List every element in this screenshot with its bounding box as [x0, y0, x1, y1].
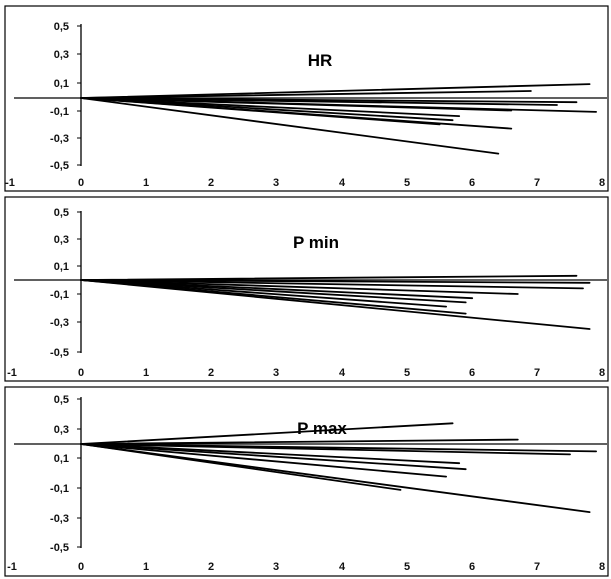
x-tick-label: 0: [78, 561, 84, 573]
y-tick-label: 0,5: [54, 394, 69, 406]
series-line-2: [80, 438, 519, 445]
y-tick-label: 0,1: [54, 453, 69, 465]
y-tick-label: -0,1: [50, 106, 69, 118]
series-lines: [80, 83, 597, 155]
y-tick-label: 0,5: [54, 21, 69, 33]
x-tick-label: 6: [469, 367, 475, 379]
panel-title-p-min: P min: [293, 233, 339, 252]
x-tick-label: -1: [7, 367, 17, 379]
y-tick-label: 0,3: [54, 234, 69, 246]
x-tick-label: 3: [273, 561, 279, 573]
x-tick-label: 6: [469, 177, 475, 189]
series-line-10: [80, 97, 513, 130]
x-tick-label: 5: [404, 367, 410, 379]
series-line-11: [80, 97, 500, 155]
series-line-4: [80, 97, 558, 106]
series-line-5: [80, 443, 461, 465]
panel-title-p-max: P max: [297, 419, 347, 438]
panel-title-hr: HR: [308, 51, 333, 70]
x-tick-label: 4: [339, 177, 346, 189]
chart-panel-p-min: 0,5 0,3 0,1 -0,1 -0,3 -0,5 -1 0 1 2 3 4 …: [4, 196, 609, 382]
x-ticks: -1 0 1 2 3 4 5 6 7 8: [5, 177, 605, 189]
series-line-6: [80, 279, 467, 304]
y-tick-label: 0,3: [54, 49, 69, 61]
series-lines: [80, 274, 591, 330]
series-line-4: [80, 443, 571, 456]
x-tick-label: 1: [143, 177, 149, 189]
x-tick-label: 3: [273, 177, 279, 189]
y-tick-label: -0,3: [50, 513, 69, 525]
y-ticks: 0,5 0,3 0,1 -0,1 -0,3 -0,5: [50, 394, 81, 554]
y-tick-label: 0,1: [54, 78, 69, 90]
x-tick-label: 4: [339, 561, 346, 573]
panel-frame: [4, 196, 609, 382]
series-line-1: [80, 83, 591, 99]
series-line-2: [80, 90, 532, 99]
x-tick-label: -1: [7, 561, 17, 573]
y-tick-label: -0,5: [50, 542, 69, 554]
x-tick-label: 8: [599, 177, 605, 189]
x-tick-label: 7: [534, 561, 540, 573]
x-ticks: -1 0 1 2 3 4 5 6 7 8: [7, 367, 605, 379]
series-line-6: [80, 97, 513, 112]
y-tick-label: 0,1: [54, 261, 69, 273]
series-line-7: [80, 443, 448, 478]
series-lines: [80, 422, 597, 513]
y-tick-label: -0,1: [50, 483, 69, 495]
x-tick-label: -1: [5, 177, 15, 189]
x-tick-label: 8: [599, 367, 605, 379]
series-line-3: [80, 279, 584, 290]
x-tick-label: 6: [469, 561, 475, 573]
x-tick-label: 1: [143, 367, 149, 379]
chart-panel-p-max: 0,5 0,3 0,1 -0,1 -0,3 -0,5 -1 0 1 2 3 4 …: [4, 386, 609, 577]
x-tick-label: 3: [273, 367, 279, 379]
x-tick-label: 2: [208, 177, 214, 189]
y-tick-label: 0,3: [54, 424, 69, 436]
y-tick-label: -0,5: [50, 347, 69, 359]
x-tick-label: 1: [143, 561, 149, 573]
y-tick-label: -0,3: [50, 133, 69, 145]
x-tick-label: 5: [404, 561, 410, 573]
y-tick-label: -0,5: [50, 160, 69, 172]
x-tick-label: 5: [404, 177, 410, 189]
panel-frame: [4, 386, 609, 577]
series-line-2: [80, 279, 591, 284]
series-line-9: [80, 279, 591, 330]
series-line-1: [80, 422, 454, 445]
y-tick-label: 0,5: [54, 207, 69, 219]
x-tick-label: 8: [599, 561, 605, 573]
y-tick-label: -0,3: [50, 317, 69, 329]
y-tick-label: -0,1: [50, 289, 69, 301]
chart-panel-hr: 0,5 0,3 0,1 -0,1 -0,3 -0,5 -1 0 1 2 3 4 …: [4, 5, 609, 192]
panel-frame: [4, 5, 609, 192]
x-tick-label: 4: [339, 367, 346, 379]
series-line-4: [80, 279, 519, 295]
x-tick-label: 7: [534, 177, 540, 189]
x-tick-label: 0: [78, 367, 84, 379]
series-line-6: [80, 443, 467, 471]
x-tick-label: 2: [208, 561, 214, 573]
series-line-1: [80, 274, 578, 281]
x-tick-label: 2: [208, 367, 214, 379]
series-line-9: [80, 443, 591, 513]
y-ticks: 0,5 0,3 0,1 -0,1 -0,3 -0,5: [50, 207, 81, 359]
x-tick-label: 0: [78, 177, 84, 189]
y-ticks: 0,5 0,3 0,1 -0,1 -0,3 -0,5: [50, 21, 81, 172]
x-ticks: -1 0 1 2 3 4 5 6 7 8: [7, 561, 605, 573]
x-tick-label: 7: [534, 367, 540, 379]
